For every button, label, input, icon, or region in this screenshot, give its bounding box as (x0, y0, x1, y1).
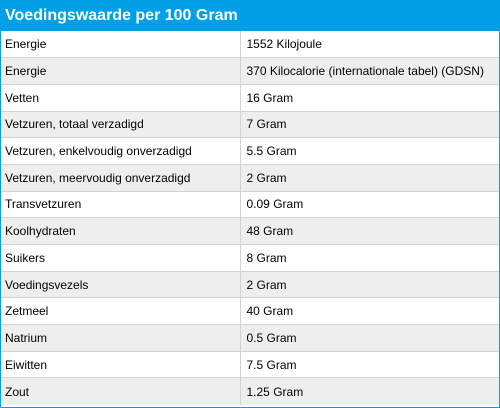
table-row: Vetzuren, totaal verzadigd 7 Gram (1, 111, 499, 139)
table-row: Koolhydraten 48 Gram (1, 217, 499, 245)
table-row: Suikers 8 Gram (1, 244, 499, 272)
nutrient-value: 2 Gram (240, 271, 499, 299)
nutrient-value: 8 Gram (240, 244, 499, 272)
nutrient-label: Vetten (1, 84, 241, 112)
nutrient-label: Energie (1, 31, 241, 59)
nutrient-label: Koolhydraten (1, 217, 241, 245)
nutrient-value: 7 Gram (240, 111, 499, 139)
nutrient-label: Zout (1, 377, 241, 405)
table-row: Energie 370 Kilocalorie (internationale … (1, 57, 499, 85)
nutrient-label: Natrium (1, 324, 241, 352)
nutrient-value: 40 Gram (240, 297, 499, 326)
nutrient-label: Transvetzuren (1, 191, 241, 219)
table-row: Zout 1.25 Gram (1, 377, 499, 405)
nutrition-table: Energie 1552 Kilojoule Energie 370 Kiloc… (1, 31, 499, 405)
nutrient-value: 0.5 Gram (240, 324, 499, 352)
nutrient-label: Eiwitten (1, 351, 241, 379)
table-row: Vetzuren, meervoudig onverzadigd 2 Gram (1, 164, 499, 192)
nutrient-label: Vetzuren, meervoudig onverzadigd (1, 164, 241, 192)
nutrient-value: 7.5 Gram (240, 351, 499, 379)
table-row: Zetmeel 40 Gram (1, 297, 499, 326)
nutrient-value: 370 Kilocalorie (internationale tabel) (… (240, 57, 499, 85)
nutrient-value: 1552 Kilojoule (240, 31, 499, 59)
nutrient-label: Suikers (1, 244, 241, 272)
nutrient-value: 48 Gram (240, 217, 499, 245)
nutrient-label: Zetmeel (1, 297, 241, 326)
nutrient-label: Energie (1, 57, 241, 85)
nutrient-value: 2 Gram (240, 164, 499, 192)
nutrient-label: Voedingsvezels (1, 271, 241, 299)
nutrient-value: 0.09 Gram (240, 191, 499, 219)
nutrient-label: Vetzuren, totaal verzadigd (1, 111, 241, 139)
table-row: Transvetzuren 0.09 Gram (1, 191, 499, 219)
table-row: Eiwitten 7.5 Gram (1, 351, 499, 379)
table-row: Energie 1552 Kilojoule (1, 31, 499, 59)
nutrient-value: 5.5 Gram (240, 137, 499, 165)
nutrient-value: 16 Gram (240, 84, 499, 112)
nutrient-label: Vetzuren, enkelvoudig onverzadigd (1, 137, 241, 165)
table-row: Natrium 0.5 Gram (1, 324, 499, 352)
table-row: Voedingsvezels 2 Gram (1, 271, 499, 299)
nutrition-title: Voedingswaarde per 100 Gram (1, 1, 499, 31)
table-row: Vetzuren, enkelvoudig onverzadigd 5.5 Gr… (1, 137, 499, 165)
nutrient-value: 1.25 Gram (240, 377, 499, 405)
table-row: Vetten 16 Gram (1, 84, 499, 112)
